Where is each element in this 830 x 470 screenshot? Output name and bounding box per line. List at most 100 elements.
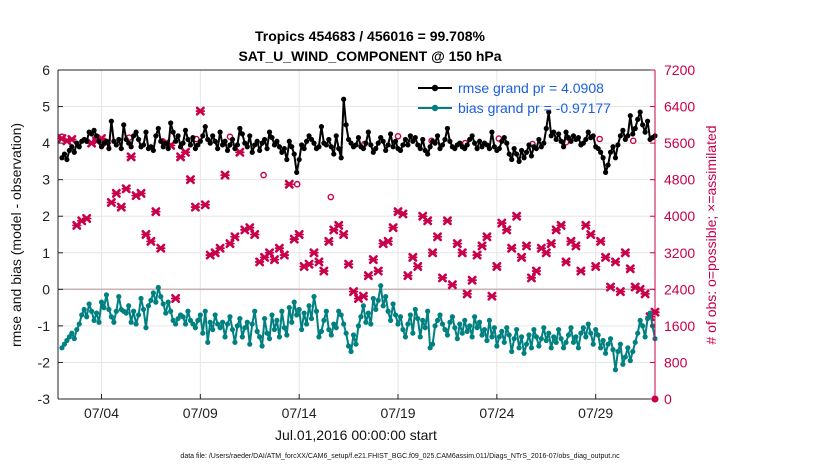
obs-assimilated-point — [408, 252, 418, 262]
rmse-point — [353, 142, 359, 148]
right-tick-label: 800 — [664, 354, 688, 370]
bias-point — [153, 299, 159, 305]
bias-point — [444, 332, 451, 338]
bias-point — [600, 337, 606, 344]
rmse-point — [185, 136, 191, 143]
bias-point — [128, 319, 134, 325]
bias-point — [252, 308, 258, 314]
obs-assimilated-point — [526, 273, 537, 283]
left-tick-label: 0 — [42, 281, 50, 297]
bias-point — [494, 343, 500, 349]
rmse-point — [266, 129, 273, 135]
rmse-point — [116, 136, 122, 143]
bias-point — [286, 305, 292, 311]
obs-assimilated-point — [195, 106, 206, 116]
rmse-point — [548, 133, 554, 139]
bias-point — [612, 367, 619, 373]
bias-point — [296, 306, 302, 313]
bias-point — [170, 317, 176, 324]
rmse-point — [222, 138, 228, 144]
rmse-point — [541, 140, 547, 146]
bias-point — [632, 339, 638, 345]
bias-point — [311, 294, 317, 300]
bias-point — [598, 345, 604, 351]
obs-assimilated-point — [363, 271, 374, 281]
rmse-point — [420, 136, 426, 143]
rmse-point — [229, 136, 236, 143]
rmse-point — [286, 138, 292, 144]
rmse-series — [59, 96, 658, 175]
bias-point — [514, 326, 520, 333]
obs-assimilated-point — [348, 287, 359, 297]
bias-point — [459, 330, 465, 336]
rmse-point — [476, 138, 483, 144]
rmse-point — [556, 131, 562, 137]
bias-point — [385, 308, 391, 314]
rmse-point — [615, 142, 621, 148]
bias-point — [232, 339, 238, 345]
obs-possible-point — [260, 171, 267, 179]
rmse-point — [558, 138, 564, 144]
rmse-point — [417, 145, 423, 152]
bias-point — [365, 310, 371, 316]
rmse-point — [192, 145, 198, 152]
rmse-point — [217, 129, 223, 135]
rmse-point — [625, 133, 631, 139]
rmse-point — [546, 109, 552, 115]
rmse-point — [511, 145, 517, 152]
obs-assimilated-point — [274, 243, 285, 253]
rmse-point — [363, 140, 369, 146]
obs-assimilated-point — [541, 248, 552, 258]
rmse-point — [257, 147, 263, 154]
bias-point — [345, 343, 352, 349]
x-tick-label: 07/04 — [84, 405, 119, 421]
bias-point — [373, 306, 379, 313]
rmse-point — [412, 135, 418, 141]
rmse-point — [388, 131, 394, 137]
bias-point — [585, 321, 591, 327]
obs-assimilated-point — [383, 236, 393, 246]
obs-assimilated-point — [620, 248, 631, 258]
bias-point — [627, 358, 633, 364]
obs-assimilated-point — [516, 252, 527, 262]
bias-point — [96, 319, 102, 325]
rmse-point — [452, 145, 458, 152]
bias-point — [303, 321, 310, 327]
bias-point — [168, 308, 174, 314]
obs-assimilated-point — [264, 248, 275, 258]
bias-point — [279, 308, 285, 314]
bias-point — [316, 334, 322, 340]
rmse-point — [521, 155, 527, 161]
rmse-point — [111, 138, 117, 144]
obs-assimilated-point — [190, 202, 201, 212]
rmse-point — [345, 136, 352, 143]
legend-bias-marker — [431, 104, 439, 112]
bias-point — [331, 321, 337, 327]
obs-assimilated-point — [388, 223, 398, 233]
bias-point — [71, 336, 77, 342]
chart-title-line2: SAT_U_WIND_COMPONENT @ 150 hPa — [238, 48, 501, 64]
rmse-point — [69, 144, 75, 150]
bias-point — [605, 341, 611, 347]
obs-assimilated-point — [343, 259, 354, 269]
rmse-point — [467, 136, 473, 143]
bias-point — [578, 330, 584, 336]
bias-point — [323, 308, 329, 314]
bias-point — [116, 294, 122, 300]
bias-point — [190, 321, 196, 327]
bias-point — [506, 332, 512, 338]
bias-point — [449, 314, 455, 320]
bias-point — [425, 308, 431, 314]
obs-assimilated-point — [284, 179, 295, 189]
bias-point — [620, 361, 626, 367]
bias-point — [165, 299, 171, 305]
rmse-point — [536, 136, 542, 143]
right-tick-label: 4800 — [664, 172, 695, 188]
rmse-point — [160, 144, 166, 150]
left-tick-label: 6 — [42, 62, 50, 78]
bias-point — [234, 323, 240, 329]
bias-point — [560, 345, 567, 351]
x-tick-label: 07/14 — [282, 405, 317, 421]
rmse-point — [98, 144, 105, 150]
left-axis: -3 -2 -1 0 1 2 3 4 5 6 — [38, 62, 63, 407]
